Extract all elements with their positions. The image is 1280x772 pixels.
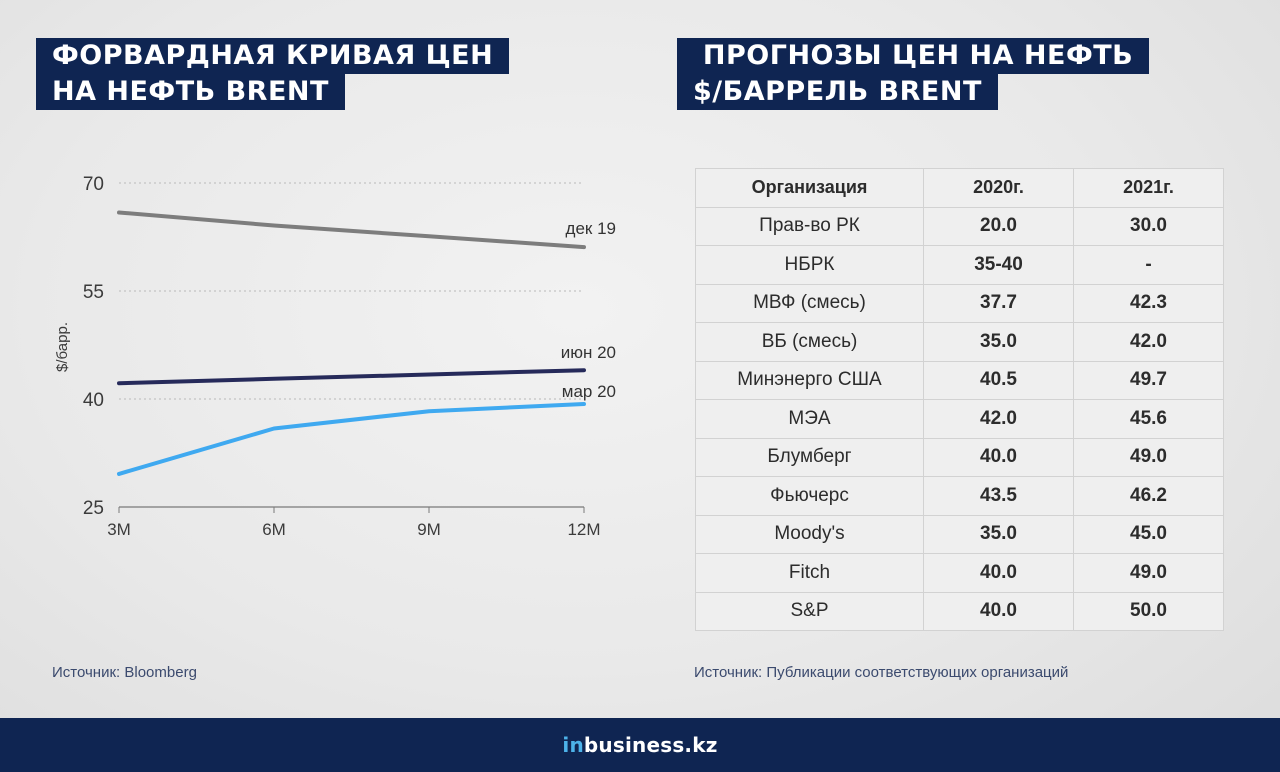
cell-2020: 20.0: [923, 206, 1074, 246]
table-title: ПРОГНОЗЫ ЦЕН НА НЕФТЬ $/БАРРЕЛЬ BRENT: [677, 38, 1150, 110]
forecast-table: Организация 2020г. 2021г. Прав-во РК 20.0…: [695, 168, 1224, 631]
table-row: Минэнерго США 40.5 49.7: [695, 360, 1224, 400]
x-tick-label: 6M: [262, 520, 286, 539]
series-label: июн 20: [561, 343, 616, 362]
cell-2020: 40.5: [923, 360, 1074, 400]
cell-2020: 35-40: [923, 245, 1074, 285]
chart-title-line-2: НА НЕФТЬ BRENT: [36, 74, 345, 110]
cell-organization: МЭА: [695, 399, 924, 439]
cell-2021: -: [1073, 245, 1224, 285]
cell-organization: МВФ (смесь): [695, 283, 924, 323]
table-row: Блумберг 40.0 49.0: [695, 437, 1224, 477]
cell-organization: Fitch: [695, 553, 924, 593]
cell-2021: 45.0: [1073, 514, 1224, 554]
y-tick-label: 55: [83, 282, 104, 303]
table-row: Moody's 35.0 45.0: [695, 514, 1224, 554]
cell-2020: 42.0: [923, 399, 1074, 439]
cell-2020: 37.7: [923, 283, 1074, 323]
series-line-0: [117, 210, 586, 250]
cell-2021: 50.0: [1073, 591, 1224, 631]
cell-2020: 40.0: [923, 591, 1074, 631]
table-row: МЭА 42.0 45.6: [695, 399, 1224, 439]
series-label: дек 19: [566, 219, 616, 238]
table-row: Fitch 40.0 49.0: [695, 553, 1224, 593]
table-row: Фьючерс 43.5 46.2: [695, 476, 1224, 516]
brand-main: business.kz: [583, 733, 718, 757]
y-tick-label: 40: [83, 390, 104, 411]
table-title-line-1: ПРОГНОЗЫ ЦЕН НА НЕФТЬ: [677, 38, 1150, 74]
table-row: S&P 40.0 50.0: [695, 591, 1224, 631]
table-source-note: Источник: Публикации соответствующих орг…: [694, 664, 1069, 681]
cell-2021: 45.6: [1073, 399, 1224, 439]
chart-title: ФОРВАРДНАЯ КРИВАЯ ЦЕН НА НЕФТЬ BRENT: [36, 38, 510, 110]
table-title-line-2: $/БАРРЕЛЬ BRENT: [677, 74, 998, 110]
cell-2020: 43.5: [923, 476, 1074, 516]
chart-source-note: Источник: Bloomberg: [52, 664, 197, 681]
series-line-2: [117, 402, 586, 476]
cell-2020: 40.0: [923, 553, 1074, 593]
cell-organization: S&P: [695, 591, 924, 631]
series-line-1: [117, 368, 586, 386]
table-row: НБРК 35-40-: [695, 245, 1224, 285]
cell-2021: 49.0: [1073, 553, 1224, 593]
brand-prefix: in: [562, 733, 584, 757]
y-axis-label: $/барр.: [54, 322, 71, 372]
cell-2021: 42.3: [1073, 283, 1224, 323]
cell-2021: 49.0: [1073, 437, 1224, 477]
cell-organization: Фьючерс: [695, 476, 924, 516]
table-row: МВФ (смесь) 37.7 42.3: [695, 283, 1224, 323]
brand-logo: inbusiness.kz: [562, 733, 717, 757]
header-organization: Организация: [695, 168, 924, 208]
cell-2020: 40.0: [923, 437, 1074, 477]
cell-organization: НБРК: [695, 245, 924, 285]
cell-2020: 35.0: [923, 514, 1074, 554]
x-tick-label: 3M: [107, 520, 131, 539]
cell-2021: 49.7: [1073, 360, 1224, 400]
header-2021: 2021г.: [1073, 168, 1224, 208]
y-tick-label: 25: [83, 498, 104, 519]
series-label: мар 20: [562, 382, 616, 401]
y-tick-label: 70: [83, 174, 104, 195]
table-row: Прав-во РК 20.0 30.0: [695, 206, 1224, 246]
cell-organization: Минэнерго США: [695, 360, 924, 400]
cell-2021: 30.0: [1073, 206, 1224, 246]
cell-organization: ВБ (смесь): [695, 322, 924, 362]
x-tick-label: 9M: [417, 520, 441, 539]
table-header-row: Организация 2020г. 2021г.: [695, 168, 1224, 208]
cell-2021: 46.2: [1073, 476, 1224, 516]
x-tick-label: 12M: [567, 520, 600, 539]
footer-bar: inbusiness.kz: [0, 718, 1280, 772]
cell-2021: 42.0: [1073, 322, 1224, 362]
chart-title-line-1: ФОРВАРДНАЯ КРИВАЯ ЦЕН: [36, 38, 510, 74]
cell-organization: Блумберг: [695, 437, 924, 477]
table-row: ВБ (смесь) 35.0 42.0: [695, 322, 1224, 362]
cell-2020: 35.0: [923, 322, 1074, 362]
cell-organization: Прав-во РК: [695, 206, 924, 246]
cell-organization: Moody's: [695, 514, 924, 554]
header-2020: 2020г.: [923, 168, 1074, 208]
forward-curve-chart: 25 40 55 70 3M 6M 9M 12M $/барр. дек 19 июн 20 мар …: [54, 174, 616, 539]
